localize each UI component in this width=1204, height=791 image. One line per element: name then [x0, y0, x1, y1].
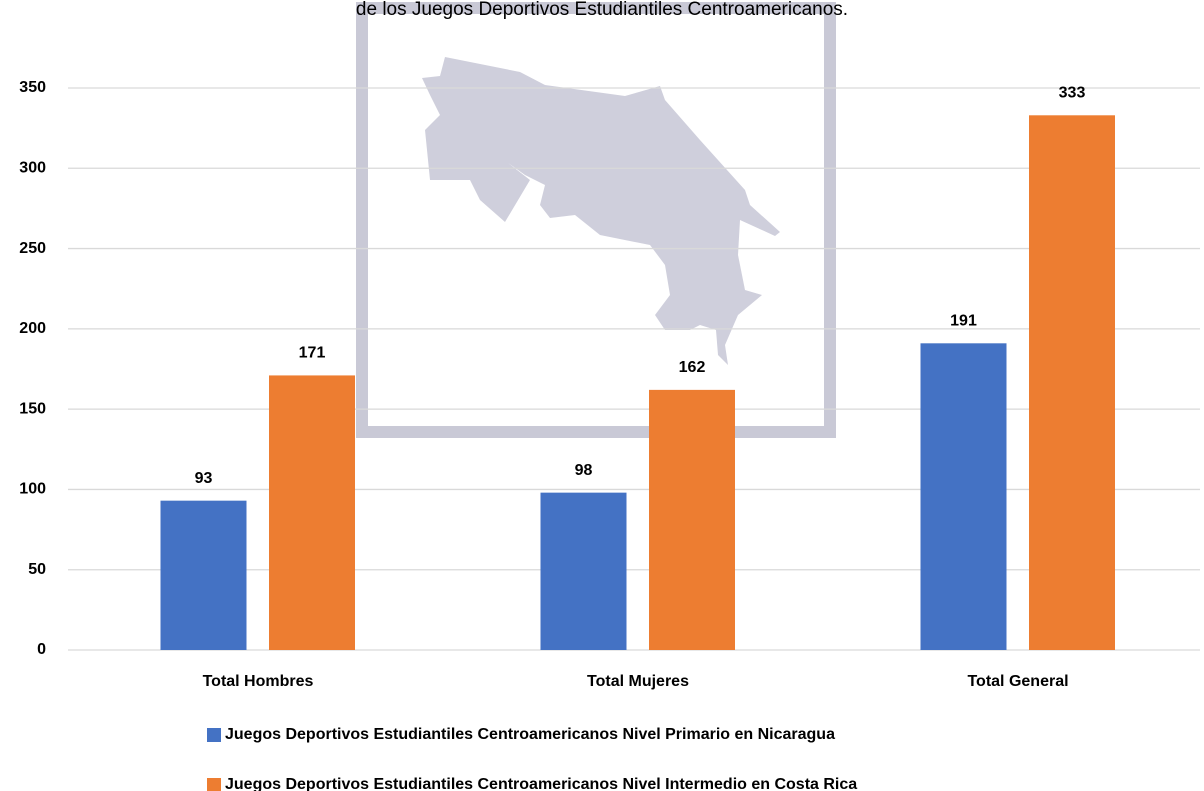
- x-tick-label: Total Hombres: [203, 673, 314, 690]
- value-label: 93: [195, 470, 213, 487]
- watermark-frame: [356, 2, 836, 438]
- y-tick-label: 350: [19, 79, 46, 96]
- y-tick-label: 200: [19, 320, 46, 337]
- chart-title: de los Juegos Deportivos Estudiantiles C…: [356, 0, 848, 20]
- y-tick-label: 300: [19, 160, 46, 177]
- y-tick-label: 100: [19, 481, 46, 498]
- watermark-map: [422, 57, 780, 365]
- bar: [540, 492, 627, 650]
- value-label: 162: [679, 359, 706, 376]
- legend-label: Juegos Deportivos Estudiantiles Centroam…: [225, 726, 835, 743]
- legend-label: Juegos Deportivos Estudiantiles Centroam…: [225, 776, 857, 791]
- watermark: [356, 2, 836, 438]
- x-tick-label: Total Mujeres: [587, 673, 689, 690]
- bar: [1029, 115, 1115, 651]
- bar: [920, 343, 1007, 650]
- value-label: 333: [1059, 85, 1086, 102]
- bar: [269, 375, 355, 650]
- bar: [160, 500, 247, 650]
- x-tick-label: Total General: [967, 673, 1068, 690]
- y-tick-label: 50: [28, 561, 46, 578]
- y-tick-label: 250: [19, 240, 46, 257]
- bar: [649, 389, 735, 650]
- value-label: 98: [575, 462, 593, 479]
- value-label: 191: [950, 313, 977, 330]
- legend-swatch: [207, 778, 221, 791]
- value-label: 171: [299, 345, 326, 362]
- y-tick-label: 150: [19, 400, 46, 417]
- legend-swatch: [207, 728, 221, 742]
- y-tick-label: 0: [37, 641, 46, 658]
